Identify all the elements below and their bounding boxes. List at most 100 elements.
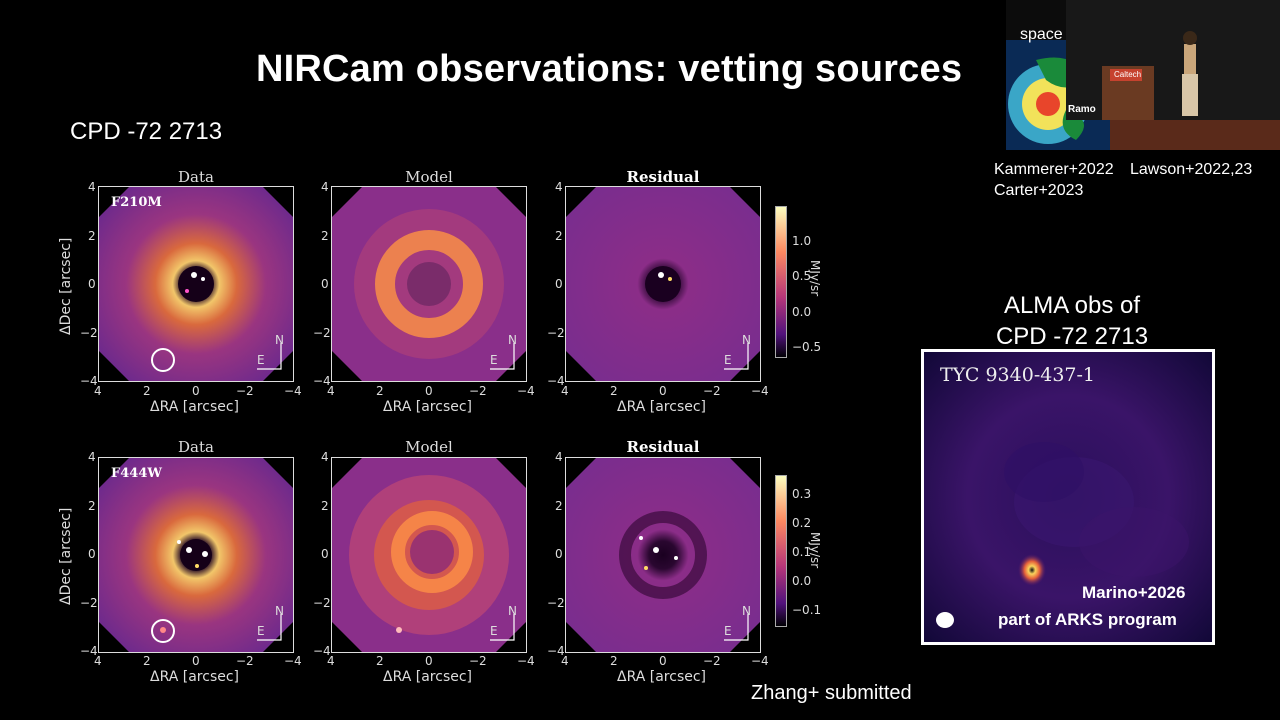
alma-image: TYC 9340-437-1 Marino+2026 part of ARKS … [921,349,1215,645]
ytick: −4 [80,644,98,658]
xtick: 0 [425,654,433,668]
xtick: −4 [751,384,769,398]
panel-title-data: Data [178,438,214,456]
compass-e: E [490,624,498,638]
ytick: −2 [80,596,98,610]
cbar-tick: −0.1 [792,603,822,617]
ytick: −2 [547,326,565,340]
xtick: 0 [425,384,433,398]
target-name: CPD -72 2713 [70,118,223,145]
cbar-tick: 0.0 [792,574,812,588]
ytick: −4 [313,644,331,658]
ref-kammerer: Kammerer+2022 [994,161,1114,178]
compass-e: E [257,353,265,367]
cbar-tick: 0.5 [792,269,812,283]
xtick: −2 [469,654,487,668]
ytick: −2 [80,326,98,340]
compass-n: N [275,604,284,618]
alma-credit: Marino+2026 [1082,583,1186,602]
panel-title-residual: Residual [626,168,700,186]
footer-citation: Zhang+ submitted [751,682,912,704]
filter-label: F444W [111,466,162,481]
alma-title-line2: CPD -72 2713 [995,323,1149,350]
compass-e: E [257,624,265,638]
xtick: 0 [192,384,200,398]
cbar-tick: 0.3 [792,487,812,501]
ytick: 0 [555,277,563,291]
x-axis-label: ΔRA [arcsec] [150,399,240,415]
alma-source [1018,554,1046,586]
aperture-circle [151,619,175,643]
xtick: −4 [284,384,302,398]
colorbar [775,475,787,627]
ref-lawson: Lawson+2022,23 [1130,161,1253,178]
ytick: −4 [547,644,565,658]
cbar-tick: 1.0 [792,234,812,248]
cbar-tick: −0.5 [792,340,822,354]
compass-e: E [490,353,498,367]
cbar-tick: 0.2 [792,516,812,530]
x-axis-label: ΔRA [arcsec] [150,669,240,685]
y-axis-label: ΔDec [arcsec] [58,507,74,605]
xtick: −2 [469,384,487,398]
ytick: 0 [88,277,96,291]
x-axis-label: ΔRA [arcsec] [383,669,473,685]
residual-panel-f210m: N E [565,186,761,382]
ytick: 2 [88,229,96,243]
cbar-tick: 0.0 [792,305,812,319]
ytick: 0 [555,547,563,561]
xtick: 2 [143,654,151,668]
xtick: −2 [236,654,254,668]
inset-label-top: space [1020,26,1063,43]
xtick: 2 [376,384,384,398]
ytick: 2 [321,229,329,243]
ytick: −2 [547,596,565,610]
model-panel-f210m: N E [331,186,527,382]
ytick: −4 [547,374,565,388]
ytick: −4 [313,374,331,388]
alma-image-label: TYC 9340-437-1 [940,364,1096,386]
xtick: 4 [561,384,569,398]
xtick: 0 [659,384,667,398]
ytick: −4 [80,374,98,388]
compass-n: N [742,333,751,347]
colorbar [775,206,787,358]
ytick: 2 [88,499,96,513]
xtick: −2 [236,384,254,398]
ytick: −2 [313,596,331,610]
podium-logo: Caltech [1114,70,1142,79]
xtick: 0 [192,654,200,668]
xtick: 4 [94,654,102,668]
xtick: 4 [94,384,102,398]
ytick: 4 [321,180,329,194]
ytick: 4 [555,450,563,464]
compass-e: E [724,353,732,367]
xtick: 2 [376,654,384,668]
panel-title-model: Model [405,438,453,456]
ytick: 2 [555,499,563,513]
xtick: −2 [703,384,721,398]
ytick: 2 [555,229,563,243]
xtick: 4 [327,654,335,668]
ytick: 4 [321,450,329,464]
cbar-unit: MJy/sr [808,260,822,297]
xtick: 2 [610,654,618,668]
compass-n: N [508,604,517,618]
ytick: 4 [88,180,96,194]
xtick: 4 [327,384,335,398]
x-axis-label: ΔRA [arcsec] [617,669,707,685]
compass-e: E [724,624,732,638]
residual-panel-f444w: N E [565,457,761,653]
alma-title: ALMA obs of CPD -72 2713 [960,290,1184,352]
aperture-circle [151,348,175,372]
ref-carter: Carter+2023 [994,182,1084,199]
compass-n: N [508,333,517,347]
xtick: −4 [517,654,535,668]
ytick: 2 [321,499,329,513]
inset-label: Ramo [1068,104,1096,115]
x-axis-label: ΔRA [arcsec] [383,399,473,415]
x-axis-label: ΔRA [arcsec] [617,399,707,415]
ytick: 0 [321,547,329,561]
panel-title-model: Model [405,168,453,186]
xtick: 4 [561,654,569,668]
